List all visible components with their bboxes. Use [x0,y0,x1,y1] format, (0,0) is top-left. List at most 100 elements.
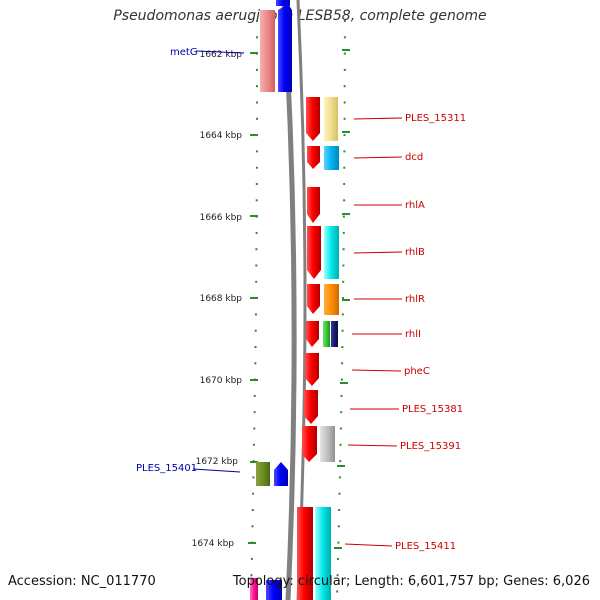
label-PLES_15411[interactable]: PLES_15411 [344,541,456,552]
gene-rhlB[interactable] [307,226,339,279]
tick-dot-right [343,36,346,39]
tick-1662: 1662 kbp [200,50,258,60]
tick-dot-left [255,183,258,185]
tick-dot-left [255,150,258,153]
gene-blue-upper[interactable] [278,4,292,92]
label-pheC-text: pheC [404,366,430,377]
gene-PLES_15381[interactable] [304,390,318,424]
tick-dot-right [341,329,344,332]
tick-1668: 1668 kbp [200,294,258,304]
label-PLES_15381[interactable]: PLES_15381 [350,404,463,415]
tick-dot-right [343,199,346,202]
gene-rhlR[interactable] [307,284,339,315]
tick-dot-left [255,264,258,267]
tick-dot-right [339,427,342,430]
tick-dot-left [255,280,258,283]
tick-dot-left [251,509,254,511]
genome-summary-text: Topology: circular; Length: 6,601,757 bp… [232,574,590,589]
tick-dot-left [256,36,258,39]
gene-rhlI[interactable] [306,321,338,347]
tick-dot-right [340,411,343,414]
gene-PLES_15411[interactable] [297,507,331,600]
tick-dot-left [252,492,255,495]
tick-dot-left [256,117,258,120]
tick-dot-right [337,557,339,560]
tick-dot-track [250,20,346,593]
tick-dot-left [254,362,257,365]
tick-dot-right [340,394,343,397]
tick-dot-right [337,525,340,528]
label-PLES_15411-text: PLES_15411 [395,541,456,552]
gene-bottom-magenta[interactable] [250,578,258,600]
tick-dot-right [339,460,342,463]
tick-dot-left [253,443,255,446]
tick-label-1672: 1672 kbp [196,457,239,467]
gene-PLES_15391[interactable] [302,426,335,462]
tick-dot-right [341,313,344,316]
label-metG[interactable]: metG [170,47,245,58]
gene-top-blue-stub[interactable] [276,0,290,6]
gene-PLES_15401[interactable] [256,462,270,486]
tick-1666: 1666 kbp [200,213,258,223]
label-rhlB[interactable]: rhlB [353,247,425,258]
label-PLES_15381-text: PLES_15381 [402,404,463,415]
tick-dot-right [342,297,344,300]
tick-dot-left [254,346,257,348]
tick-dot-right [338,492,341,495]
label-rhlR-text: rhlR [405,294,425,305]
label-dcd[interactable]: dcd [353,152,423,163]
tick-dot-left [255,231,258,234]
label-rhlR[interactable]: rhlR [354,294,425,305]
tick-dot-right [339,443,342,446]
label-rhlI-text: rhlI [405,329,421,340]
tick-dot-right [337,541,340,544]
label-rhlA[interactable]: rhlA [354,200,425,211]
label-PLES_15401-text: PLES_15401 [136,463,197,474]
tick-dot-right [342,280,345,283]
gene-metG[interactable] [260,10,275,92]
gene-dcd[interactable] [307,146,339,170]
gene-PLES_15311[interactable] [306,97,338,141]
label-metG-text: metG [170,47,198,58]
tick-dot-right [343,85,346,88]
tick-dot-right [343,101,346,104]
gene-pheC[interactable] [305,353,319,386]
label-PLES_15391-text: PLES_15391 [400,441,461,452]
tick-dot-right [341,346,344,348]
tick-dot-right [342,231,345,234]
tick-dot-left [253,394,256,397]
gene-blue-lower[interactable] [274,462,288,486]
tick-1674: 1674 kbp [192,539,256,549]
tick-dot-left [256,85,258,88]
tick-dot-right [342,248,345,251]
label-pheC[interactable]: pheC [351,366,430,377]
label-PLES_15391[interactable]: PLES_15391 [347,441,461,452]
tick-dot-right [343,166,346,169]
tick-dot-left [253,411,256,414]
label-rhlI[interactable]: rhlI [352,329,421,340]
tick-label-1668: 1668 kbp [200,294,243,304]
tick-dot-right [343,52,346,55]
tick-dot-left [255,199,258,202]
accession-text: Accession: NC_011770 [8,574,156,589]
tick-dot-right [343,68,346,71]
tick-dot-left [256,101,258,104]
tick-dot-left [256,68,258,71]
gene-rhlA[interactable] [307,187,320,223]
label-PLES_15311[interactable]: PLES_15311 [353,113,466,124]
label-PLES_15401[interactable]: PLES_15401 [136,463,241,474]
tick-dot-left [255,248,258,251]
tick-1672: 1672 kbp [196,457,258,467]
tick-dot-right [338,476,341,479]
tick-dot-right [340,378,343,381]
right-tick-marks [334,49,350,549]
tick-dot-left [250,574,253,577]
tick-dot-right [336,574,339,577]
tick-dot-left [254,329,257,332]
label-dcd-text: dcd [405,152,423,163]
label-rhlA-text: rhlA [405,200,425,211]
tick-dot-left [255,166,258,169]
gene-bottom-blue[interactable] [266,580,282,600]
tick-dot-right [343,150,346,153]
